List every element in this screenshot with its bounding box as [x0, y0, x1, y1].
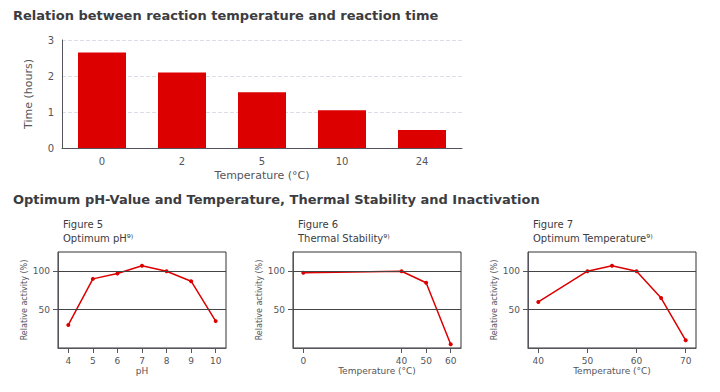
- svg-text:5: 5: [90, 356, 96, 366]
- svg-text:Optimum pH-Value and Temperatu: Optimum pH-Value and Temperature, Therma…: [13, 192, 540, 207]
- svg-text:Thermal Stability⁹⁾: Thermal Stability⁹⁾: [297, 233, 390, 244]
- svg-text:Optimum Temperature⁹⁾: Optimum Temperature⁹⁾: [533, 233, 653, 244]
- svg-text:40: 40: [533, 356, 545, 366]
- svg-text:70: 70: [680, 356, 692, 366]
- svg-text:Relation between reaction temp: Relation between reaction temperature an…: [13, 8, 439, 23]
- svg-text:pH: pH: [136, 366, 148, 376]
- svg-text:8: 8: [164, 356, 170, 366]
- svg-text:50: 50: [509, 305, 521, 315]
- svg-text:3: 3: [48, 35, 54, 46]
- svg-text:10: 10: [210, 356, 222, 366]
- svg-text:5: 5: [259, 156, 265, 167]
- svg-text:Optimum pH⁹⁾: Optimum pH⁹⁾: [63, 233, 133, 244]
- svg-text:Temperature (°C): Temperature (°C): [214, 169, 310, 182]
- svg-text:24: 24: [416, 156, 429, 167]
- svg-text:0: 0: [99, 156, 105, 167]
- svg-text:100: 100: [268, 266, 285, 276]
- svg-text:60: 60: [631, 356, 643, 366]
- svg-text:0: 0: [48, 143, 54, 154]
- svg-text:Time (hours): Time (hours): [22, 59, 35, 130]
- svg-text:0: 0: [300, 356, 306, 366]
- svg-text:Relative activity (%): Relative activity (%): [20, 260, 29, 341]
- svg-text:Relative activity (%): Relative activity (%): [255, 260, 264, 341]
- svg-text:4: 4: [65, 356, 71, 366]
- svg-text:Relative activity (%): Relative activity (%): [490, 260, 499, 341]
- svg-text:Figure 7: Figure 7: [533, 219, 573, 230]
- svg-text:60: 60: [445, 356, 457, 366]
- svg-text:50: 50: [582, 356, 594, 366]
- svg-text:9: 9: [188, 356, 194, 366]
- svg-text:50: 50: [274, 305, 286, 315]
- svg-text:6: 6: [115, 356, 121, 366]
- svg-text:Temperature (°C): Temperature (°C): [337, 366, 416, 376]
- svg-text:2: 2: [48, 71, 54, 82]
- svg-text:Figure 5: Figure 5: [63, 219, 103, 230]
- svg-text:100: 100: [33, 266, 50, 276]
- svg-text:40: 40: [396, 356, 408, 366]
- svg-text:2: 2: [179, 156, 185, 167]
- svg-text:50: 50: [420, 356, 432, 366]
- svg-text:Temperature (°C): Temperature (°C): [572, 366, 651, 376]
- svg-text:7: 7: [139, 356, 145, 366]
- svg-text:10: 10: [336, 156, 349, 167]
- svg-text:Figure 6: Figure 6: [298, 219, 338, 230]
- svg-text:1: 1: [48, 107, 54, 118]
- svg-text:50: 50: [39, 305, 51, 315]
- svg-text:100: 100: [503, 266, 520, 276]
